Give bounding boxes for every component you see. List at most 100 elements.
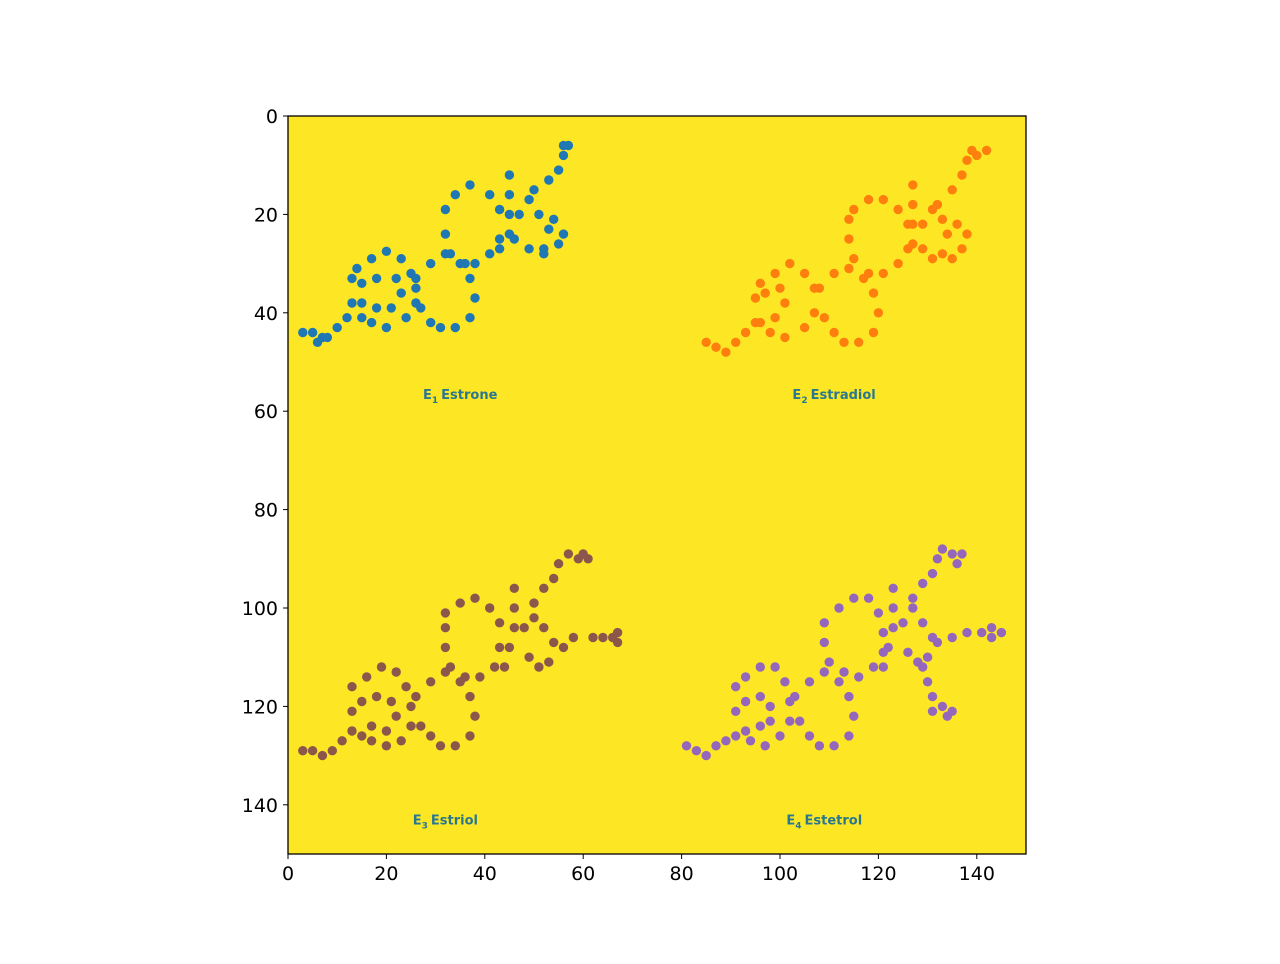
molecule-point: [544, 657, 554, 667]
molecule-point: [785, 716, 795, 726]
molecule-point: [804, 731, 815, 741]
molecule-point: [440, 204, 451, 215]
molecule-point: [494, 204, 505, 215]
molecule-point: [509, 234, 519, 244]
molecule-point: [445, 249, 456, 259]
molecule-point: [819, 313, 829, 323]
molecule-point: [381, 246, 392, 256]
x-tick-label: 80: [670, 863, 694, 885]
molecule-point: [544, 175, 554, 185]
molecule-point: [401, 682, 411, 692]
molecule-point: [760, 288, 770, 298]
molecule-point: [844, 214, 854, 224]
molecule-point: [460, 672, 470, 682]
molecule-point: [819, 637, 829, 648]
molecule-point: [494, 244, 505, 254]
molecule-point: [347, 298, 357, 308]
molecule-point: [809, 308, 820, 318]
molecule-point: [849, 711, 859, 721]
molecule-point: [416, 303, 426, 313]
molecule-point: [362, 672, 372, 682]
molecule-point: [504, 642, 515, 653]
molecule-point: [465, 731, 475, 741]
molecule-point: [549, 637, 559, 648]
molecule-point: [298, 327, 308, 338]
molecule-point: [775, 731, 785, 741]
molecule-point: [553, 165, 564, 175]
molecule-point: [918, 578, 928, 589]
molecule-point: [504, 170, 515, 180]
molecule-point: [819, 618, 829, 628]
molecule-point: [352, 263, 362, 274]
molecule-point: [878, 662, 888, 672]
molecule-point: [947, 185, 957, 195]
molecule-point: [977, 627, 987, 638]
molecule-label: E4 Estetrol: [786, 814, 862, 832]
molecule-point: [460, 258, 470, 269]
molecule-point: [391, 667, 401, 677]
molecule-point: [553, 559, 564, 569]
molecule-point: [366, 317, 377, 328]
molecule-point: [937, 701, 948, 712]
molecule-point: [549, 573, 559, 584]
molecule-point: [445, 662, 456, 672]
molecule-point: [553, 239, 564, 249]
molecule-point: [401, 313, 411, 323]
molecule-point: [588, 632, 598, 643]
molecule-label-e: E: [792, 388, 801, 403]
molecule-label-subscript: 2: [801, 396, 807, 406]
molecule-point: [347, 682, 357, 692]
molecule-point: [450, 190, 460, 200]
molecule-point: [524, 244, 534, 254]
molecule-label-e: E: [423, 388, 432, 403]
molecule-point: [922, 677, 933, 687]
molecule-point: [986, 632, 997, 643]
molecule-point: [868, 327, 879, 338]
molecule-point: [849, 204, 859, 215]
molecule-point: [942, 229, 952, 239]
molecule-point: [814, 283, 825, 293]
molecule-label: E1 Estrone: [423, 388, 498, 406]
molecule-point: [755, 317, 765, 328]
molecule-point: [357, 313, 367, 323]
molecule-point: [416, 721, 426, 731]
molecule-point: [465, 313, 475, 323]
molecule-label-e: E: [786, 814, 795, 829]
molecule-point: [824, 657, 834, 667]
molecule-point: [755, 721, 765, 731]
molecule-point: [485, 603, 495, 613]
y-tick-label: 100: [242, 598, 278, 620]
molecule-point: [558, 229, 569, 239]
molecule-point: [908, 219, 918, 229]
molecule-point: [740, 327, 751, 338]
molecule-point: [957, 244, 967, 254]
molecule-point: [347, 273, 357, 284]
molecule-point: [371, 691, 382, 702]
molecule-point: [844, 691, 854, 702]
molecule-point: [765, 701, 775, 712]
molecule-point: [740, 726, 751, 736]
molecule-point: [927, 691, 938, 702]
molecule-point: [908, 239, 918, 249]
molecule-point: [893, 204, 903, 215]
molecule-point: [829, 741, 839, 751]
x-tick-label: 40: [473, 863, 497, 885]
molecule-point: [357, 696, 367, 707]
molecule-point: [873, 608, 884, 618]
molecule-point: [780, 298, 790, 308]
molecule-label-subscript: 4: [795, 822, 801, 832]
x-tick-label: 140: [959, 863, 995, 885]
molecule-point: [450, 741, 460, 751]
molecule-point: [509, 623, 519, 633]
molecule-point: [937, 214, 948, 224]
molecule-point: [981, 145, 992, 156]
molecule-point: [514, 209, 524, 220]
molecule-point: [312, 337, 323, 347]
molecule-point: [332, 322, 342, 333]
molecule-point: [371, 303, 382, 313]
molecule-point: [849, 254, 859, 264]
molecule-point: [455, 598, 465, 608]
x-tick-label: 120: [860, 863, 896, 885]
molecule-point: [927, 254, 938, 264]
